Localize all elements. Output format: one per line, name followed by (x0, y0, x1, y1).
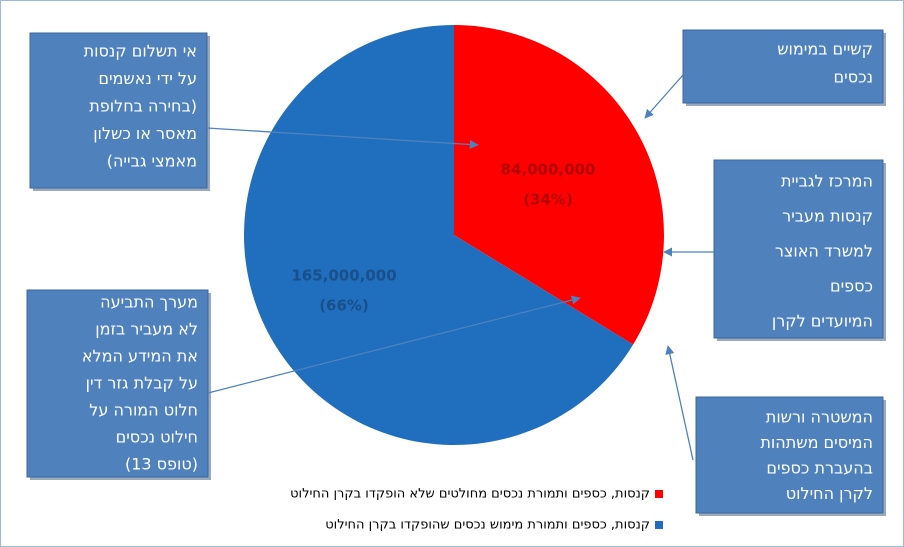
annotation-text: המיועדים לקרן (772, 312, 873, 331)
annotation-box (713, 159, 884, 339)
pie-slice (243, 25, 634, 445)
annotation-text: לא מעביר בזמן (95, 320, 198, 339)
legend-label: קנסות, כספים ותמורת נכסים מחולטים שלא הו… (290, 487, 650, 502)
annotation-box (29, 32, 208, 189)
annotation-text: מאסר או כשלון (93, 124, 197, 143)
annotation-text: המשטרה ורשות (766, 408, 873, 427)
value-label: 165,000,000 (291, 267, 396, 285)
annotation-text: כספים (830, 277, 873, 296)
annotation-arrow (207, 295, 581, 394)
annotation-text: על קבלת גזר דין (86, 374, 198, 393)
annotation-text: אי תשלום קנסות (84, 42, 197, 61)
legend-label: קנסות, כספים ותמורת מימוש נכסים שהופקדו … (325, 518, 650, 533)
annotation-text: מאמצי גבייה) (107, 152, 197, 171)
annotation-arrow (206, 127, 479, 150)
annotation-text: קנסות מעביר (782, 207, 873, 226)
annotation-text: המרכז לגביית (781, 172, 873, 191)
annotation-text: מערך התביעה (100, 293, 198, 312)
annotation-text: בהעברת כספים (766, 459, 873, 478)
percent-label: (34%) (523, 191, 573, 209)
annotation-text: חילוט נכסים (116, 428, 198, 447)
annotation-box (695, 396, 884, 514)
annotation-text: נכסים (834, 68, 873, 87)
legend-swatch (655, 521, 663, 529)
annotation-text: חלוט המורה על (89, 401, 198, 420)
annotation-arrow (665, 345, 694, 461)
annotation-text: למשרד האוצר (775, 242, 873, 261)
annotation-text: את המידע המלא (82, 347, 198, 366)
annotation-box (26, 289, 209, 478)
annotation-text: לקרן החילוט (786, 484, 873, 503)
annotation-text: המיסים משתהות (760, 433, 873, 452)
annotation-text: על ידי נאשמים (98, 69, 197, 88)
value-label: 84,000,000 (501, 161, 596, 179)
annotation-box (682, 29, 884, 104)
legend-swatch (655, 490, 663, 498)
annotation-text: קשיים במימוש (777, 40, 873, 59)
percent-label: (66%) (319, 297, 369, 315)
annotation-text: (בחירה בחלופת (89, 97, 197, 116)
annotation-text: (טופס 13) (125, 455, 198, 474)
annotation-arrow (644, 74, 684, 119)
pie-slice (454, 25, 665, 345)
